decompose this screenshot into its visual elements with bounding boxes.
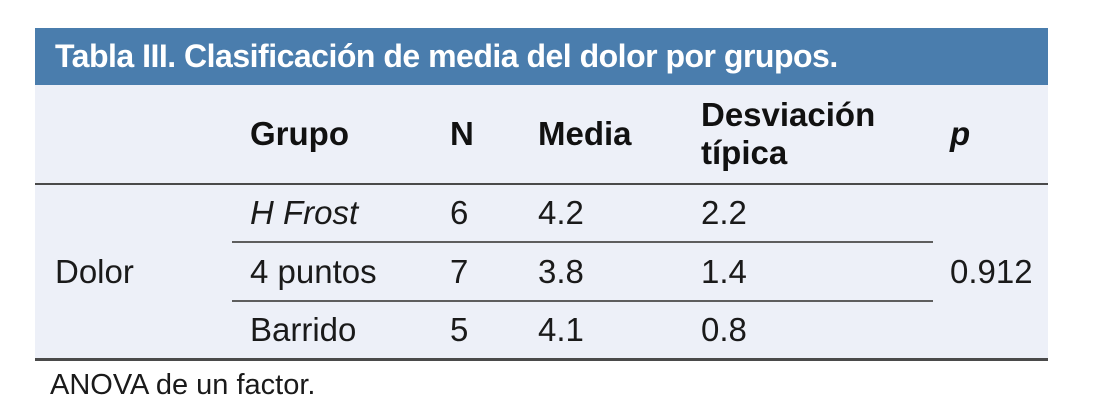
cell-n-4puntos: 7 [450, 243, 538, 302]
header-media: Media [538, 85, 701, 185]
cell-media-barrido: 4.1 [538, 311, 584, 349]
cell-n-barrido: 5 [450, 311, 469, 349]
cell-p-value: 0.912 [950, 252, 1033, 290]
header-grupo: Grupo [232, 85, 450, 185]
table-title: Tabla III. Clasificación de media del do… [55, 38, 838, 74]
cell-media-4puntos: 3.8 [538, 243, 701, 302]
header-n: N [450, 85, 538, 185]
table-footnote: ANOVA de un factor. [50, 369, 316, 401]
row-group-label-dolor: Dolor [55, 252, 134, 290]
cell-sd-barrido: 0.8 [701, 311, 747, 349]
cell-group-barrido: Barrido [250, 311, 357, 349]
cell-group-4puntos: 4 puntos [232, 243, 450, 302]
cell-n-hfrost: 6 [450, 185, 538, 243]
cell-group-hfrost: H Frost [232, 185, 450, 243]
header-corner-empty [35, 85, 232, 185]
header-p: p [933, 85, 1048, 185]
data-table: Grupo N Media Desviación típica p Dolor … [35, 85, 1048, 361]
table-title-bar: Tabla III. Clasificación de media del do… [35, 28, 1048, 85]
cell-sd-hfrost: 2.2 [701, 185, 933, 243]
cell-media-hfrost: 4.2 [538, 185, 701, 243]
cell-sd-4puntos: 1.4 [701, 243, 933, 302]
header-desviacion-tipica: Desviación típica [701, 85, 933, 185]
